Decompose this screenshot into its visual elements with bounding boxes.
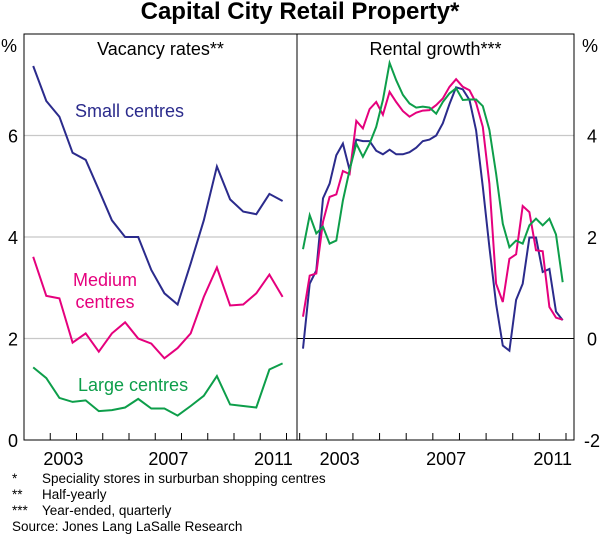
y-tick-label: 4 [587,127,597,147]
plot-frame [23,33,575,441]
y-tick-label: 0 [587,330,597,350]
series-line-large [302,59,564,283]
y-tick-label: 2 [587,228,597,248]
chart-svg: 0 2 4 6% 2003 2007 2011 Vacancy rates** -2 0 2 4% 20… [1,33,600,469]
chart-title: Capital City Retail Property* [140,0,460,25]
x-tick-label: 2011 [254,449,293,469]
x-tick-label: 2003 [43,449,83,469]
x-tick-label: 2007 [148,449,188,469]
panel-title: Rental growth*** [369,39,501,59]
series-line-medium [32,256,284,360]
series-label-small: Small centres [75,101,184,121]
x-tick-label: 2007 [426,449,466,469]
series-label-medium: Medium [73,270,137,290]
y-unit-label: % [582,36,598,56]
series-line-small [302,86,564,353]
series-line-large [32,362,284,417]
source-note: Source: Jones Lang LaSalle Research [12,519,243,534]
series-line-small [32,65,284,307]
y-tick-label: -2 [584,431,600,451]
series-line-medium [302,77,563,321]
y-tick-label: 2 [8,330,18,350]
y-tick-label: 6 [8,127,18,147]
x-tick-label: 2003 [320,449,360,469]
series-label-medium: centres [75,292,134,312]
panel-title: Vacancy rates** [97,39,224,59]
y-tick-label: 0 [8,431,18,451]
series-label-large: Large centres [78,375,188,395]
x-tick-label: 2011 [533,449,572,469]
y-tick-label: 4 [8,228,18,248]
y-unit-label: % [1,36,17,56]
footnote-1: * Speciality stores in surburban shopping… [12,471,326,486]
footnote-3: *** Year-ended, quarterly [12,503,172,518]
footnote-2: ** Half-yearly [12,487,107,502]
footnotes: * Speciality stores in surburban shopping… [12,471,326,535]
